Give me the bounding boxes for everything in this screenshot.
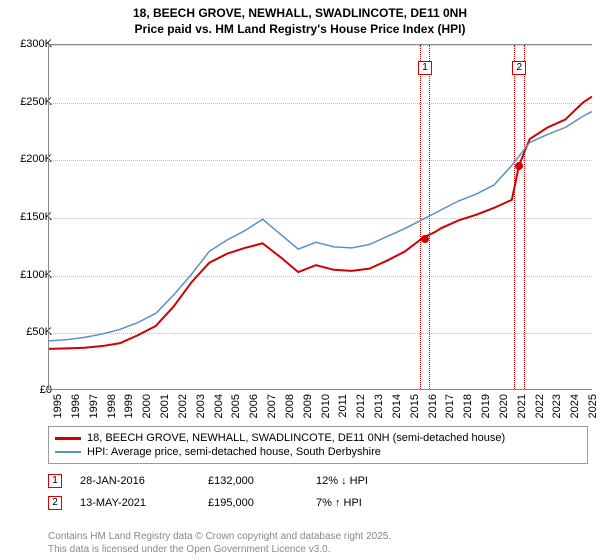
sale-dot — [515, 162, 523, 170]
x-axis-label: 2011 — [337, 394, 349, 424]
transaction-row: 1 28-JAN-2016 £132,000 12% ↓ HPI — [48, 470, 588, 492]
y-axis-label: £200K — [8, 153, 52, 165]
legend-label-hpi: HPI: Average price, semi-detached house,… — [87, 446, 381, 458]
x-axis-label: 2006 — [248, 394, 260, 424]
plot-area: 12 — [48, 44, 592, 390]
x-axis-label: 1999 — [123, 394, 135, 424]
x-axis-label: 2008 — [284, 394, 296, 424]
x-axis-label: 2007 — [266, 394, 278, 424]
title-line1: 18, BEECH GROVE, NEWHALL, SWADLINCOTE, D… — [0, 6, 600, 22]
x-axis-label: 2004 — [213, 394, 225, 424]
x-axis-label: 2009 — [302, 394, 314, 424]
legend-label-property: 18, BEECH GROVE, NEWHALL, SWADLINCOTE, D… — [87, 432, 505, 444]
x-axis-label: 2001 — [159, 394, 171, 424]
x-axis-label: 2015 — [409, 394, 421, 424]
series-line-hpi — [49, 112, 592, 341]
transaction-marker: 1 — [48, 474, 62, 488]
footer-line2: This data is licensed under the Open Gov… — [48, 543, 391, 556]
x-axis-label: 2023 — [551, 394, 563, 424]
transactions-table: 1 28-JAN-2016 £132,000 12% ↓ HPI 2 13-MA… — [48, 470, 588, 514]
legend-swatch-hpi — [55, 451, 81, 453]
title-line2: Price paid vs. HM Land Registry's House … — [0, 22, 600, 38]
transaction-change: 7% ↑ HPI — [316, 497, 416, 509]
arrow-down-icon: ↓ — [341, 475, 347, 487]
chart-container: 18, BEECH GROVE, NEWHALL, SWADLINCOTE, D… — [0, 0, 600, 560]
x-axis-label: 2000 — [141, 394, 153, 424]
x-axis-label: 2018 — [462, 394, 474, 424]
attribution-footer: Contains HM Land Registry data © Crown c… — [48, 530, 391, 556]
x-axis-label: 2016 — [427, 394, 439, 424]
legend: 18, BEECH GROVE, NEWHALL, SWADLINCOTE, D… — [48, 426, 588, 464]
transaction-price: £195,000 — [208, 497, 298, 509]
x-axis-label: 2005 — [230, 394, 242, 424]
x-axis-label: 2025 — [587, 394, 599, 424]
x-axis-label: 2024 — [569, 394, 581, 424]
transaction-marker: 2 — [48, 496, 62, 510]
x-axis-label: 2022 — [534, 394, 546, 424]
x-axis-label: 2013 — [373, 394, 385, 424]
y-axis-label: £0 — [8, 384, 52, 396]
transaction-date: 28-JAN-2016 — [80, 475, 190, 487]
x-axis-label: 2014 — [391, 394, 403, 424]
x-axis-label: 2010 — [320, 394, 332, 424]
x-axis-label: 1996 — [70, 394, 82, 424]
series-lines — [49, 45, 592, 389]
transaction-row: 2 13-MAY-2021 £195,000 7% ↑ HPI — [48, 492, 588, 514]
transaction-change: 12% ↓ HPI — [316, 475, 416, 487]
x-axis-label: 1997 — [88, 394, 100, 424]
x-axis-label: 2021 — [516, 394, 528, 424]
x-axis-label: 2020 — [498, 394, 510, 424]
y-axis-label: £50K — [8, 326, 52, 338]
x-axis-label: 2002 — [177, 394, 189, 424]
y-axis-label: £300K — [8, 38, 52, 50]
transaction-price: £132,000 — [208, 475, 298, 487]
arrow-up-icon: ↑ — [335, 497, 341, 509]
x-axis-label: 2003 — [195, 394, 207, 424]
transaction-date: 13-MAY-2021 — [80, 497, 190, 509]
y-axis-label: £100K — [8, 269, 52, 281]
y-axis-label: £250K — [8, 96, 52, 108]
legend-item-property: 18, BEECH GROVE, NEWHALL, SWADLINCOTE, D… — [55, 431, 581, 445]
chart-title: 18, BEECH GROVE, NEWHALL, SWADLINCOTE, D… — [0, 0, 600, 37]
y-axis-label: £150K — [8, 211, 52, 223]
footer-line1: Contains HM Land Registry data © Crown c… — [48, 530, 391, 543]
x-axis-label: 2012 — [355, 394, 367, 424]
x-axis-label: 2017 — [444, 394, 456, 424]
series-line-property — [49, 97, 592, 349]
sale-dot — [421, 235, 429, 243]
x-axis-label: 1998 — [106, 394, 118, 424]
x-axis-label: 1995 — [52, 394, 64, 424]
legend-item-hpi: HPI: Average price, semi-detached house,… — [55, 445, 581, 459]
x-axis-label: 2019 — [480, 394, 492, 424]
legend-swatch-property — [55, 437, 81, 440]
